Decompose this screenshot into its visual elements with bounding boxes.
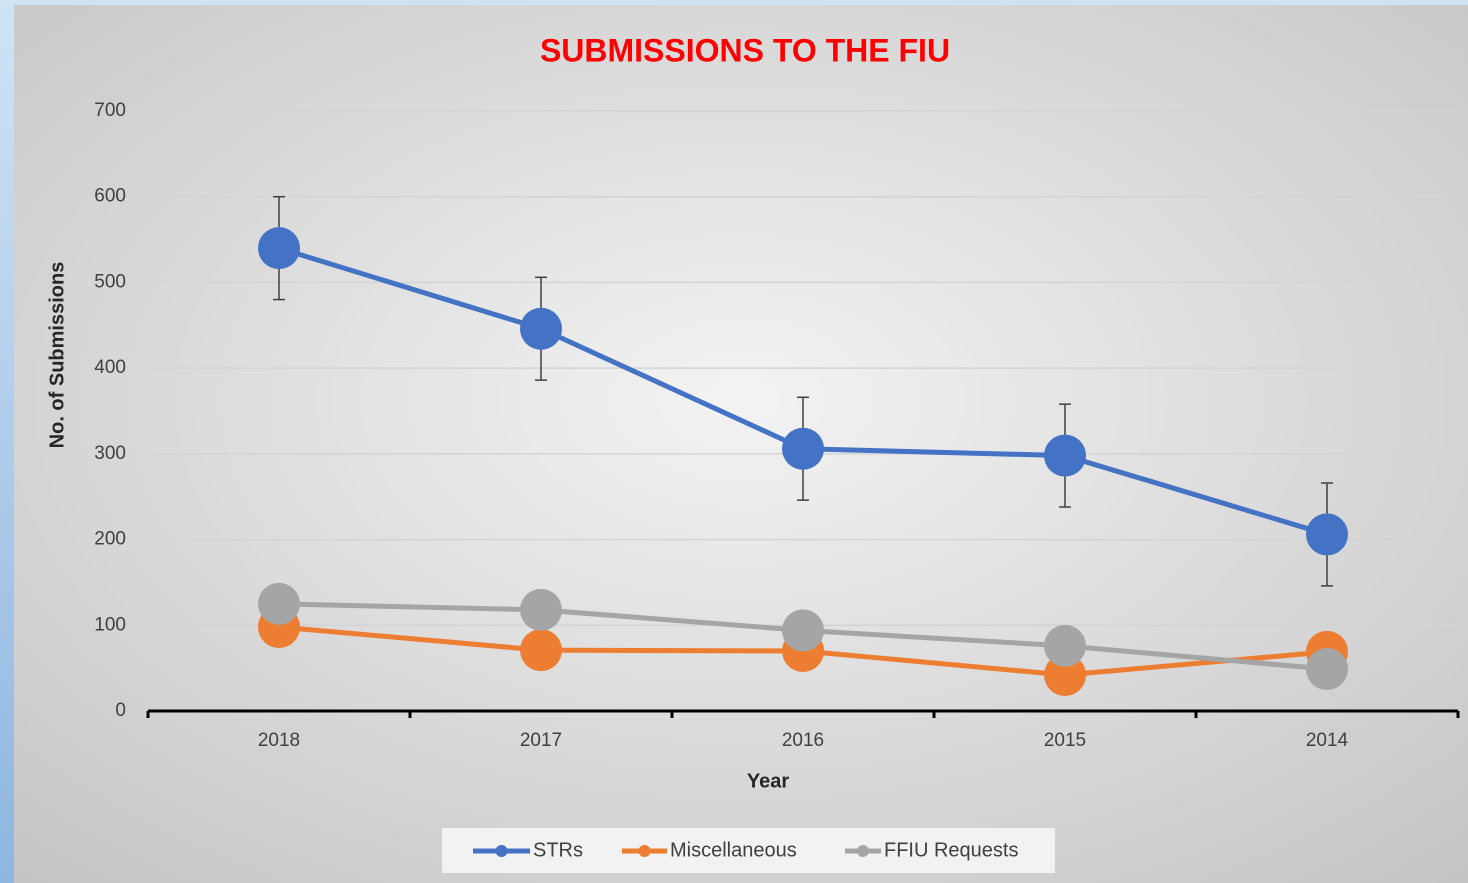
y-tick-label: 700 (94, 100, 126, 121)
y-tick-label: 400 (94, 357, 126, 378)
x-axis-title: Year (747, 770, 789, 792)
chart-background (14, 5, 1468, 883)
data-point (1044, 434, 1086, 477)
y-tick-label: 200 (94, 529, 126, 550)
y-tick-label: 300 (94, 443, 126, 464)
x-tick-label: 2016 (782, 730, 824, 751)
legend-marker (495, 845, 508, 857)
legend-label: FFIU Requests (884, 839, 1018, 861)
legend-box (442, 828, 1055, 873)
data-point (258, 582, 300, 625)
data-point (782, 427, 824, 470)
legend-label: STRs (533, 839, 583, 861)
legend-marker (638, 845, 651, 857)
data-point (520, 307, 562, 350)
data-point (1306, 648, 1348, 690)
y-tick-label: 0 (115, 700, 126, 721)
x-tick-label: 2015 (1044, 730, 1086, 751)
y-tick-label: 100 (94, 614, 126, 635)
x-tick-label: 2018 (258, 730, 300, 751)
x-tick-label: 2014 (1306, 730, 1349, 751)
y-axis-title: No. of Submissions (46, 262, 68, 449)
chart-title: SUBMISSIONS TO THE FIU (540, 32, 950, 68)
data-point (1306, 513, 1348, 556)
data-point (520, 588, 562, 631)
legend-marker (857, 845, 869, 857)
data-point (1044, 654, 1086, 696)
data-point (520, 629, 562, 672)
y-tick-label: 600 (94, 186, 126, 207)
x-tick-label: 2017 (520, 730, 562, 751)
legend-label: Miscellaneous (670, 839, 797, 861)
y-tick-label: 500 (94, 271, 126, 292)
data-point (1044, 624, 1086, 667)
data-point (258, 227, 300, 270)
data-point (782, 609, 824, 652)
